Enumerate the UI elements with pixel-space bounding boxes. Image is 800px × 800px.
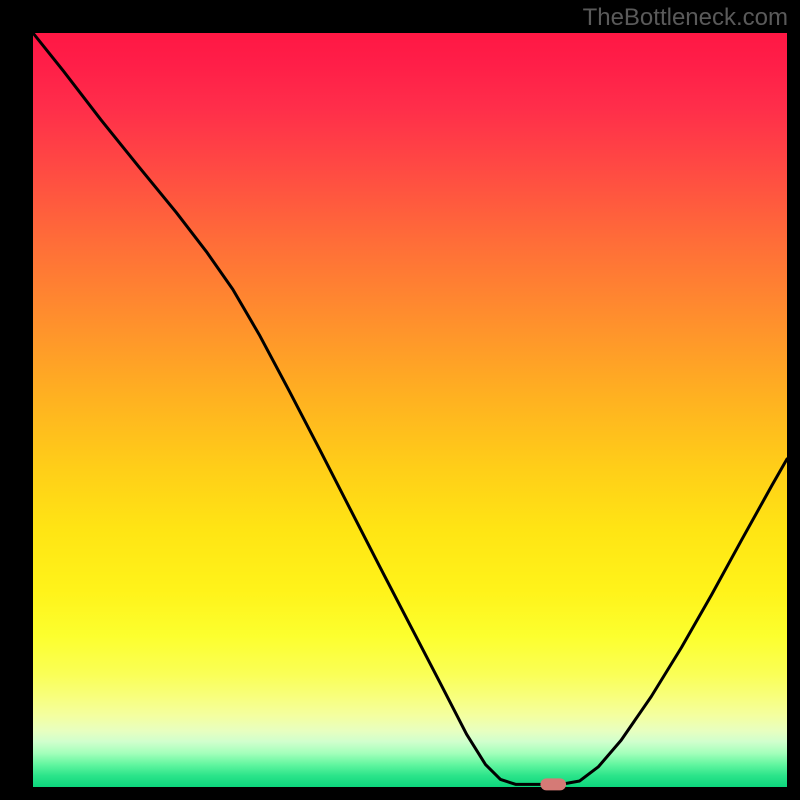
bottleneck-chart <box>0 0 800 800</box>
chart-gradient-background <box>33 33 787 787</box>
chart-optimal-marker <box>540 778 566 790</box>
watermark-label: TheBottleneck.com <box>583 4 788 32</box>
